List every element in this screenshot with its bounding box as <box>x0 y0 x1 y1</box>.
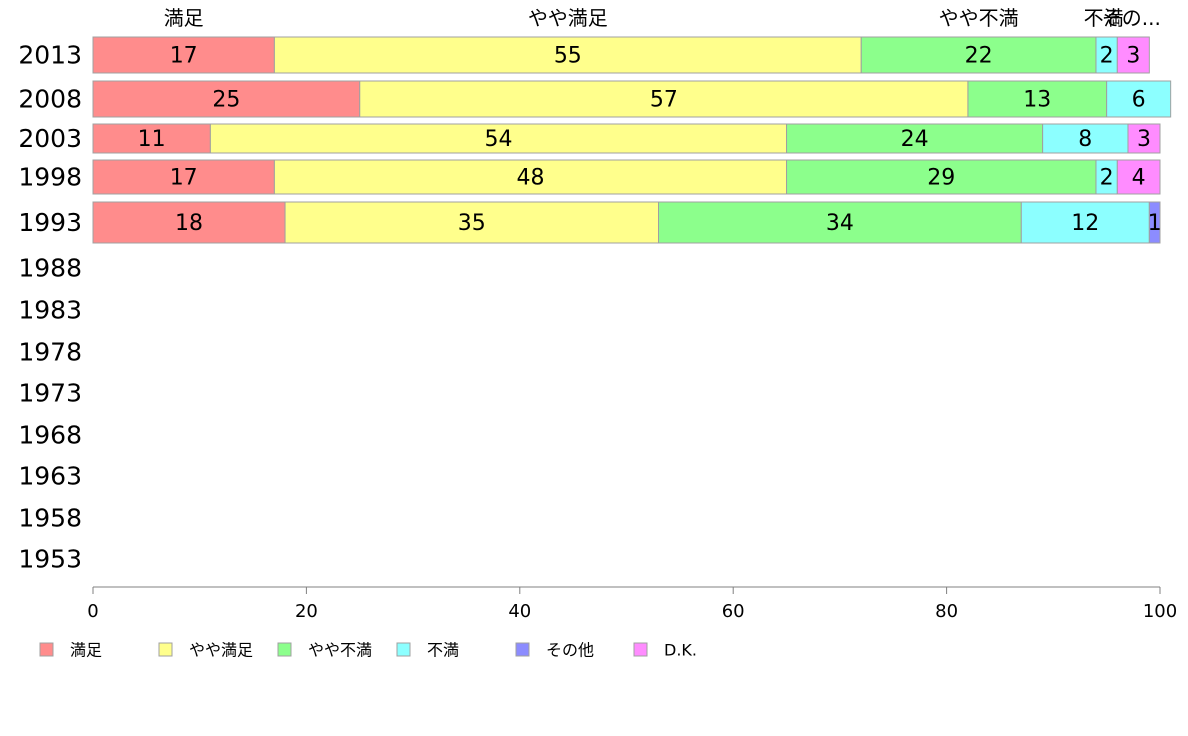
legend-swatch-1 <box>158 642 173 657</box>
x-tick-label-80: 80 <box>935 601 958 622</box>
data-label-1993-series-3: 12 <box>1071 211 1099 236</box>
data-label-2013-series-5: 3 <box>1126 44 1140 69</box>
year-label-1968: 1968 <box>18 421 82 450</box>
top-label-0: 満足 <box>164 6 204 30</box>
top-label-2: やや不満 <box>939 6 1019 30</box>
data-label-1998-series-2: 29 <box>927 166 955 191</box>
bar-1993-series-0 <box>92 201 286 244</box>
data-label-1998-series-3: 2 <box>1100 166 1114 191</box>
year-label-2003: 2003 <box>18 124 82 153</box>
data-label-2003-series-5: 3 <box>1137 127 1151 152</box>
data-label-2003-series-1: 54 <box>484 127 512 152</box>
bar-1993-series-1 <box>284 201 660 244</box>
year-label-1953: 1953 <box>18 545 82 574</box>
year-label-1993: 1993 <box>18 208 82 237</box>
data-label-2013-series-3: 2 <box>1100 44 1114 69</box>
bar-1998-series-5 <box>1116 159 1161 195</box>
legend-swatch-5 <box>633 642 648 657</box>
legend-label-2: やや不満 <box>308 641 372 660</box>
x-tick-label-20: 20 <box>295 601 318 622</box>
legend-label-3: 不満 <box>427 641 459 660</box>
data-label-2003-series-0: 11 <box>138 127 166 152</box>
legend-label-4: その他 <box>546 641 594 660</box>
bar-2003-series-5 <box>1127 123 1161 154</box>
top-label-3: 不満 <box>1084 6 1124 30</box>
data-label-2008-series-1: 57 <box>650 88 678 113</box>
legend-swatch-3 <box>396 642 411 657</box>
legend: 満足 やや満足 やや不満 不満 その他 D.K. <box>39 641 697 660</box>
bar-2003-series-1 <box>209 123 788 154</box>
year-label-1963: 1963 <box>18 462 82 491</box>
data-label-1998-series-0: 17 <box>170 166 198 191</box>
bar-2008-series-1 <box>359 80 969 118</box>
data-label-2003-series-2: 24 <box>901 127 929 152</box>
data-label-1998-series-5: 4 <box>1132 166 1146 191</box>
year-label-1978: 1978 <box>18 338 82 367</box>
x-tick-label-60: 60 <box>722 601 745 622</box>
top-label-1: やや満足 <box>528 6 608 30</box>
data-label-2008-series-2: 13 <box>1023 88 1051 113</box>
bar-2013-series-0 <box>92 36 275 74</box>
year-label-1988: 1988 <box>18 254 82 283</box>
data-label-2013-series-2: 22 <box>965 44 993 69</box>
year-label-1973: 1973 <box>18 379 82 408</box>
bar-2008-series-3 <box>1106 80 1172 118</box>
bar-2003-series-0 <box>92 123 211 154</box>
data-label-2008-series-3: 6 <box>1132 88 1146 113</box>
bar-1993-series-4 <box>1148 201 1161 244</box>
bar-2013-series-2 <box>860 36 1097 74</box>
data-label-1993-series-1: 35 <box>458 211 486 236</box>
legend-label-0: 満足 <box>70 641 102 660</box>
data-label-2013-series-0: 17 <box>170 44 198 69</box>
x-tick-label-40: 40 <box>508 601 531 622</box>
data-label-1998-series-1: 48 <box>516 166 544 191</box>
legend-label-1: やや満足 <box>189 641 253 660</box>
legend-swatch-2 <box>277 642 292 657</box>
year-labels: 2013 2008 2003 1998 1993 1988 1983 1978 1973 1968… <box>18 41 82 574</box>
bar-2013-series-1 <box>273 36 862 74</box>
data-label-2003-series-3: 8 <box>1078 127 1092 152</box>
data-label-2008-series-0: 25 <box>212 88 240 113</box>
data-label-1993-series-0: 18 <box>175 211 203 236</box>
year-label-1983: 1983 <box>18 296 82 325</box>
bar-1998-series-0 <box>92 159 275 195</box>
top-label-4: その... <box>1102 6 1161 30</box>
bar-2003-series-3 <box>1042 123 1129 154</box>
bar-2008-series-0 <box>92 80 361 118</box>
x-tick-label-100: 100 <box>1143 601 1177 622</box>
bar-2003-series-2 <box>786 123 1044 154</box>
year-label-2008: 2008 <box>18 85 82 114</box>
legend-swatch-0 <box>39 642 54 657</box>
x-axis: 0 20 40 60 80 100 <box>87 586 1177 622</box>
bar-1993-series-3 <box>1020 201 1150 244</box>
legend-swatch-4 <box>515 642 530 657</box>
bar-2013-series-5 <box>1116 36 1150 74</box>
top-category-labels: 満足 やや満足 やや不満 不満その... <box>164 6 1161 30</box>
data-label-2013-series-1: 55 <box>554 44 582 69</box>
year-label-2013: 2013 <box>18 41 82 70</box>
bar-2008-series-2 <box>967 80 1108 118</box>
data-label-1993-series-2: 34 <box>826 211 854 236</box>
year-label-1998: 1998 <box>18 163 82 192</box>
bars-group: 17 55 22 2 325 57 13 611 54 24 8 317 48 29 2 418 35 34 12 1 <box>92 36 1172 244</box>
x-tick-label-0: 0 <box>87 601 98 622</box>
data-label-1993-series-4: 1 <box>1148 211 1162 236</box>
legend-label-5: D.K. <box>664 641 697 660</box>
year-label-1958: 1958 <box>18 504 82 533</box>
